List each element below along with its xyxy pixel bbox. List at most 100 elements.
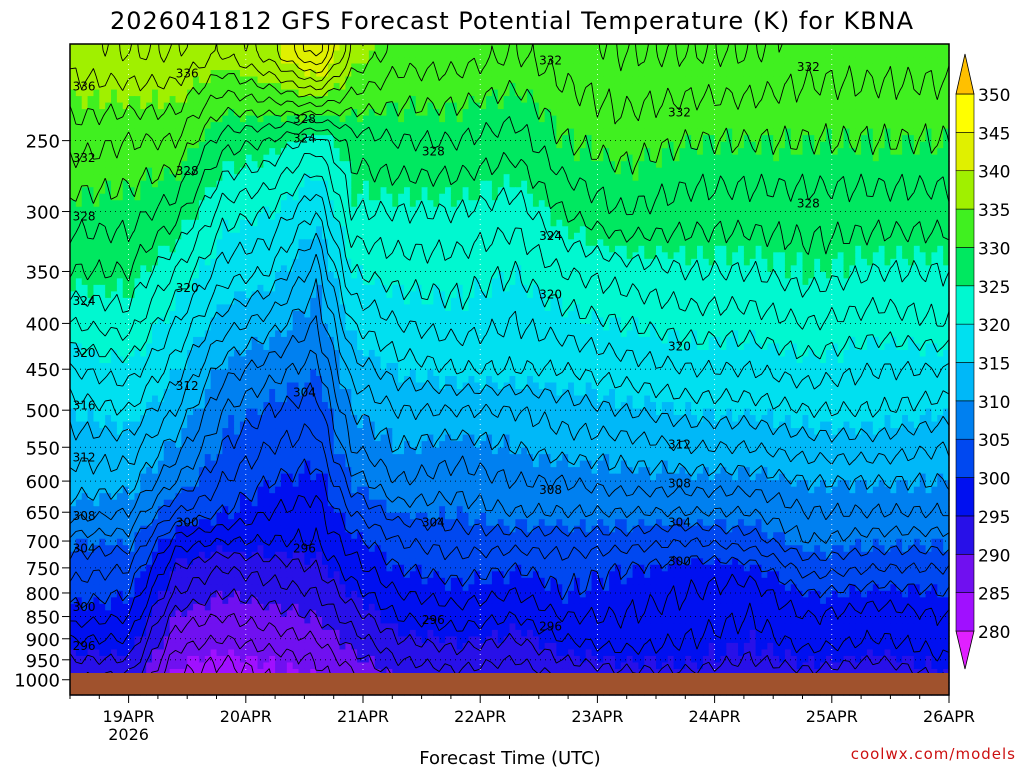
field-cell bbox=[585, 213, 593, 221]
field-cell bbox=[755, 200, 763, 208]
field-cell bbox=[486, 180, 493, 188]
field-cell bbox=[761, 70, 768, 78]
field-cell bbox=[468, 174, 475, 182]
field-cell bbox=[626, 50, 634, 58]
field-cell bbox=[562, 193, 569, 201]
field-cell bbox=[175, 148, 182, 156]
field-cell bbox=[638, 50, 645, 58]
field-cell bbox=[620, 109, 628, 117]
field-cell bbox=[380, 57, 388, 65]
field-cell bbox=[128, 258, 136, 266]
field-cell bbox=[81, 200, 89, 208]
field-cell bbox=[650, 252, 657, 260]
field-cell bbox=[861, 239, 868, 247]
field-cell bbox=[919, 128, 927, 136]
field-cell bbox=[187, 193, 194, 201]
field-cell bbox=[427, 167, 434, 175]
field-cell bbox=[409, 115, 417, 123]
field-cell bbox=[280, 76, 288, 84]
field-cell bbox=[480, 252, 487, 260]
field-cell bbox=[304, 258, 311, 266]
field-cell bbox=[269, 50, 276, 58]
field-cell bbox=[474, 141, 481, 149]
field-cell bbox=[280, 213, 288, 221]
field-cell bbox=[251, 226, 259, 234]
field-cell bbox=[849, 239, 856, 247]
field-cell bbox=[380, 115, 388, 123]
field-cell bbox=[562, 109, 569, 117]
field-cell bbox=[134, 226, 141, 234]
field-cell bbox=[450, 96, 458, 104]
field-cell bbox=[445, 180, 452, 188]
field-cell bbox=[140, 167, 147, 175]
field-cell bbox=[75, 219, 83, 227]
field-cell bbox=[573, 154, 581, 162]
field-cell bbox=[925, 63, 933, 71]
field-cell bbox=[673, 76, 681, 84]
field-cell bbox=[357, 252, 364, 260]
field-cell bbox=[626, 180, 634, 188]
field-cell bbox=[239, 226, 247, 234]
field-cell bbox=[714, 219, 722, 227]
field-cell bbox=[204, 258, 212, 266]
field-cell bbox=[239, 96, 247, 104]
field-cell bbox=[527, 161, 534, 169]
field-cell bbox=[632, 70, 640, 78]
field-cell bbox=[298, 135, 305, 143]
field-cell bbox=[216, 83, 223, 91]
field-cell bbox=[245, 180, 253, 188]
field-cell bbox=[544, 167, 552, 175]
field-cell bbox=[433, 83, 440, 91]
field-cell bbox=[497, 148, 505, 156]
field-cell bbox=[128, 57, 136, 65]
field-cell bbox=[70, 63, 77, 71]
field-cell bbox=[450, 115, 458, 123]
field-cell bbox=[497, 135, 505, 143]
field-cell bbox=[210, 141, 218, 149]
field-cell bbox=[239, 128, 247, 136]
field-cell bbox=[122, 148, 130, 156]
field-cell bbox=[111, 70, 118, 78]
field-cell bbox=[585, 76, 593, 84]
field-cell bbox=[831, 206, 839, 214]
field-cell bbox=[656, 239, 663, 247]
field-cell bbox=[872, 219, 880, 227]
field-cell bbox=[380, 141, 388, 149]
field-cell bbox=[943, 50, 950, 58]
field-cell bbox=[445, 245, 452, 253]
field-cell bbox=[913, 89, 921, 97]
field-cell bbox=[532, 219, 540, 227]
field-cell bbox=[632, 135, 640, 143]
field-cell bbox=[257, 206, 264, 214]
field-cell bbox=[661, 115, 669, 123]
field-cell bbox=[327, 174, 335, 182]
field-cell bbox=[333, 44, 341, 52]
field-cell bbox=[234, 258, 241, 266]
field-cell bbox=[614, 154, 622, 162]
field-cell bbox=[456, 89, 464, 97]
field-cell bbox=[843, 109, 850, 117]
field-cell bbox=[726, 239, 733, 247]
field-cell bbox=[163, 206, 171, 214]
field-cell bbox=[673, 44, 681, 52]
field-cell bbox=[843, 148, 850, 156]
field-cell bbox=[280, 180, 288, 188]
field-cell bbox=[884, 167, 891, 175]
field-cell bbox=[620, 70, 628, 78]
field-cell bbox=[368, 187, 376, 195]
field-cell bbox=[286, 109, 294, 117]
field-cell bbox=[538, 174, 546, 182]
field-cell bbox=[820, 141, 827, 149]
field-cell bbox=[902, 122, 909, 130]
field-cell bbox=[363, 50, 370, 58]
field-cell bbox=[638, 154, 645, 162]
field-cell bbox=[937, 154, 944, 162]
field-cell bbox=[404, 206, 411, 214]
field-cell bbox=[111, 167, 118, 175]
field-cell bbox=[363, 252, 370, 260]
field-cell bbox=[257, 135, 264, 143]
field-cell bbox=[532, 226, 540, 234]
field-cell bbox=[157, 252, 165, 260]
field-cell bbox=[304, 206, 311, 214]
field-cell bbox=[872, 122, 880, 130]
